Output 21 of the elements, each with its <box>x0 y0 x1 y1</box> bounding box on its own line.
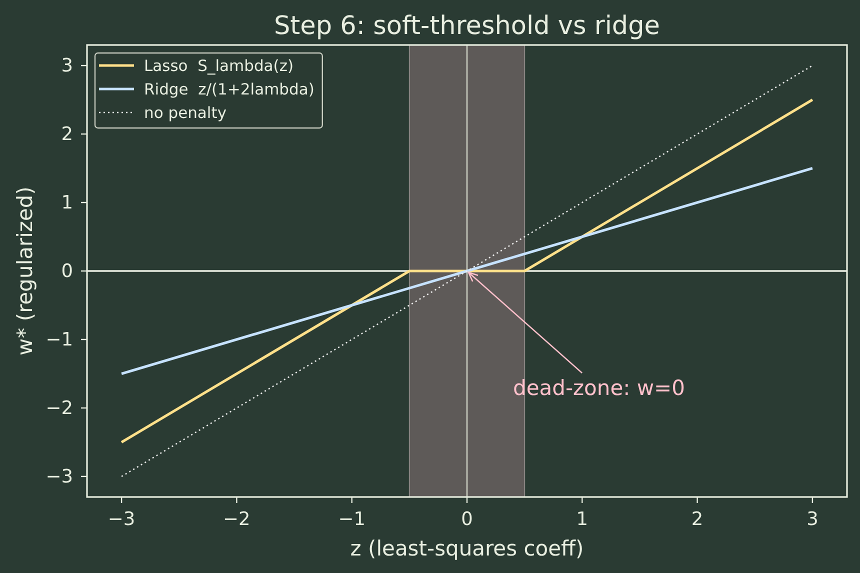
annotation: dead-zone: w=0 <box>513 376 686 400</box>
y-tick-label: 0 <box>61 260 73 282</box>
y-tick-label: 3 <box>61 55 73 76</box>
x-tick-label: −1 <box>338 509 366 530</box>
y-tick-label: −1 <box>46 329 73 350</box>
legend-label: no penalty <box>144 104 226 122</box>
y-axis-title: w* (regularized) <box>13 186 37 356</box>
x-tick-label: 0 <box>461 509 473 530</box>
chart-title: Step 6: soft-threshold vs ridge <box>274 11 660 41</box>
legend-label: Lasso S_lambda(z) <box>144 57 294 75</box>
x-tick-label: −2 <box>223 509 250 530</box>
legend-label: Ridge z/(1+2lambda) <box>144 80 314 98</box>
x-axis-title: z (least-squares coeff) <box>350 536 584 560</box>
y-tick-label: 1 <box>61 192 73 214</box>
x-tick-label: −3 <box>108 509 136 530</box>
y-tick-label: −2 <box>46 398 73 419</box>
y-tick-label: 2 <box>61 124 73 145</box>
x-tick-label: 1 <box>576 509 588 530</box>
y-tick-label: −3 <box>46 466 73 488</box>
x-tick-label: 2 <box>691 509 704 530</box>
x-tick-label: 3 <box>806 509 818 530</box>
